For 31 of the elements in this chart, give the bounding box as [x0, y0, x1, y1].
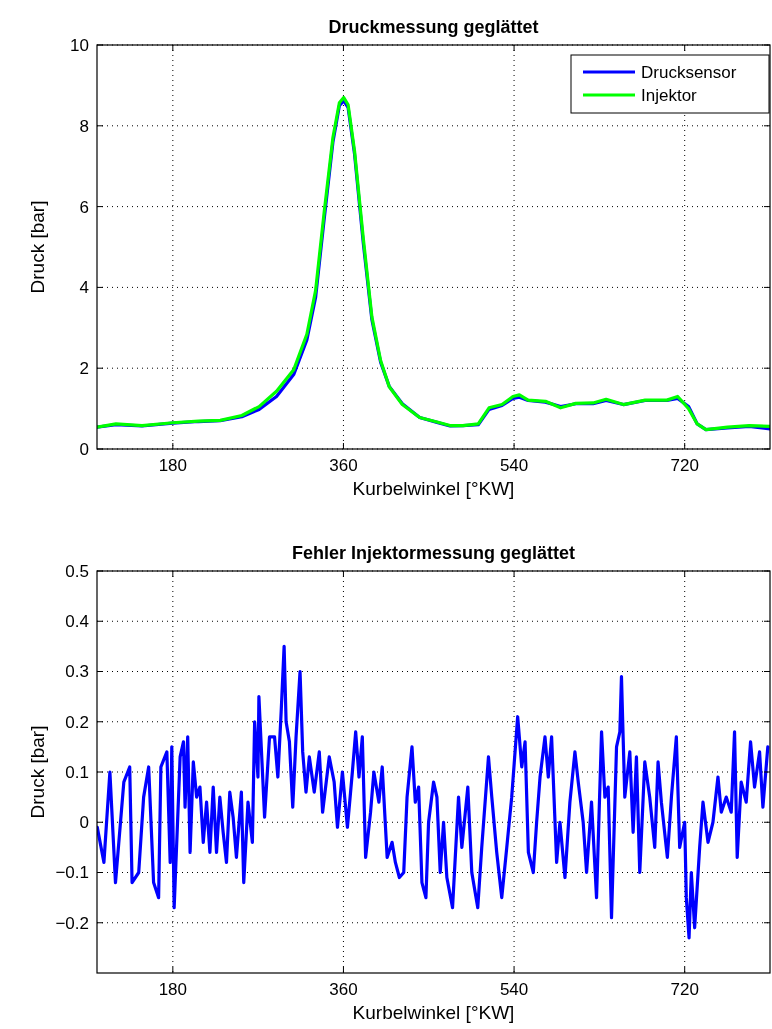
x-tick-label: 180: [158, 456, 188, 475]
x-tick-label: 720: [670, 980, 699, 999]
y-tick-label: 8: [79, 116, 89, 136]
y-tick-label: 10: [70, 35, 89, 55]
x-axis-title: Kurbelwinkel [°KW]: [352, 478, 515, 499]
y-tick-label: 2: [79, 359, 89, 379]
chart-title: Druckmessung geglättet: [328, 17, 539, 37]
y-tick-label: 0.4: [65, 612, 89, 632]
y-tick-label: −0.1: [55, 863, 89, 883]
legend-label: Drucksensor: [641, 62, 737, 82]
y-tick-label: 0.3: [65, 662, 89, 682]
legend-label: Injektor: [641, 85, 698, 105]
y-tick-label: 0: [79, 439, 89, 459]
y-tick-label: 0.2: [65, 712, 89, 732]
x-tick-label: 720: [670, 456, 699, 475]
chart-title: Fehler Injektormessung geglättet: [291, 543, 576, 563]
y-tick-label: 0: [79, 813, 89, 833]
x-tick-label: 360: [329, 456, 358, 475]
line-series: [97, 644, 770, 940]
x-tick-label: 540: [499, 456, 529, 475]
y-axis-title: Druck [bar]: [27, 725, 48, 819]
y-tick-label: 6: [79, 197, 89, 217]
y-tick-label: −0.2: [55, 913, 89, 933]
x-axis-title: Kurbelwinkel [°KW]: [352, 1002, 515, 1023]
y-tick-label: 0.5: [65, 561, 89, 581]
y-tick-label: 0.1: [65, 762, 89, 782]
x-tick-label: 540: [499, 980, 529, 999]
y-tick-label: 4: [79, 278, 89, 298]
x-tick-label: 360: [329, 980, 358, 999]
y-axis-title: Druck [bar]: [27, 200, 48, 294]
x-tick-label: 180: [158, 980, 188, 999]
